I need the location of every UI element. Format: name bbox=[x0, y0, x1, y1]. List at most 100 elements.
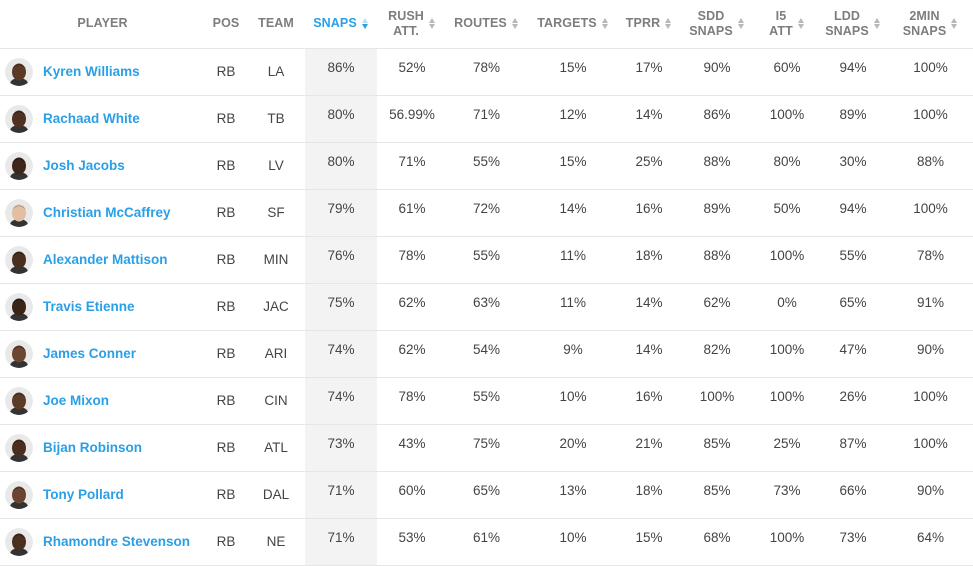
ldd-snaps-cell: 89% bbox=[839, 106, 867, 122]
team-cell: JAC bbox=[263, 299, 289, 314]
player-name-link[interactable]: Kyren Williams bbox=[43, 64, 140, 79]
column-header-pos[interactable]: POS bbox=[205, 0, 247, 48]
sort-icon[interactable] bbox=[950, 18, 958, 30]
column-header-i5-att[interactable]: I5 ATT bbox=[756, 0, 818, 48]
sort-descending-icon[interactable] bbox=[361, 18, 369, 30]
sdd-snaps-cell: 85% bbox=[703, 482, 731, 498]
sort-icon[interactable] bbox=[601, 18, 609, 30]
sort-icon[interactable] bbox=[737, 18, 745, 30]
targets-cell: 10% bbox=[559, 529, 587, 545]
team-cell: CIN bbox=[264, 393, 288, 408]
column-header-targets[interactable]: TARGETS bbox=[526, 0, 620, 48]
column-header-rush-att[interactable]: RUSH ATT. bbox=[377, 0, 447, 48]
rush-att-cell: 62% bbox=[398, 341, 426, 357]
sdd-snaps-cell: 88% bbox=[703, 153, 731, 169]
team-cell: SF bbox=[267, 205, 285, 220]
rush-att-cell: 53% bbox=[398, 529, 426, 545]
player-cell: Christian McCaffrey bbox=[0, 189, 205, 236]
sort-icon[interactable] bbox=[428, 18, 436, 30]
ldd-snaps-cell: 94% bbox=[839, 59, 867, 75]
ldd-snaps-cell: 47% bbox=[839, 341, 867, 357]
sort-icon[interactable] bbox=[664, 18, 672, 30]
ldd-snaps-cell: 65% bbox=[839, 294, 867, 310]
column-header-2min-snaps[interactable]: 2MIN SNAPS bbox=[888, 0, 973, 48]
pos-cell: RB bbox=[216, 64, 236, 79]
column-header-label: TARGETS bbox=[537, 16, 597, 31]
pos-cell: RB bbox=[216, 534, 236, 549]
routes-cell: 55% bbox=[472, 388, 501, 404]
column-header-team[interactable]: TEAM bbox=[247, 0, 305, 48]
column-header-label: POS bbox=[212, 16, 240, 31]
player-headshot-icon bbox=[5, 433, 33, 462]
i5-att-cell: 50% bbox=[773, 200, 801, 216]
column-header-label: TPRR bbox=[625, 16, 661, 31]
routes-cell: 55% bbox=[472, 247, 501, 263]
snaps-cell: 75% bbox=[305, 283, 377, 330]
player-name-link[interactable]: Bijan Robinson bbox=[43, 440, 142, 455]
header-row: PLAYER POS TEAM SNAPS RUSH ATT. ROUTES bbox=[0, 0, 973, 48]
2min-snaps-cell: 90% bbox=[916, 341, 945, 357]
targets-cell: 9% bbox=[563, 341, 583, 357]
player-cell: Kyren Williams bbox=[0, 48, 205, 95]
column-header-snaps[interactable]: SNAPS bbox=[305, 0, 377, 48]
tprr-cell: 21% bbox=[635, 435, 663, 451]
table-row: Christian McCaffrey RB SF 79% 61% 72% 14… bbox=[0, 189, 973, 236]
column-header-routes[interactable]: ROUTES bbox=[447, 0, 526, 48]
player-avatar bbox=[5, 433, 33, 462]
routes-cell: 72% bbox=[472, 200, 501, 216]
column-header-tprr[interactable]: TPRR bbox=[620, 0, 678, 48]
column-header-player[interactable]: PLAYER bbox=[0, 0, 205, 48]
sort-icon[interactable] bbox=[511, 18, 519, 30]
snaps-cell: 76% bbox=[305, 236, 377, 283]
snaps-cell: 74% bbox=[305, 377, 377, 424]
team-cell: TB bbox=[267, 111, 285, 126]
player-name-link[interactable]: Christian McCaffrey bbox=[43, 205, 171, 220]
targets-cell: 11% bbox=[559, 247, 587, 263]
rush-att-cell: 78% bbox=[398, 388, 426, 404]
player-cell: Josh Jacobs bbox=[0, 142, 205, 189]
2min-snaps-cell: 91% bbox=[916, 294, 945, 310]
targets-cell: 12% bbox=[559, 106, 587, 122]
team-cell: ARI bbox=[264, 346, 288, 361]
ldd-snaps-cell: 66% bbox=[839, 482, 867, 498]
2min-snaps-cell: 100% bbox=[913, 106, 948, 122]
tprr-cell: 25% bbox=[635, 153, 663, 169]
player-cell: Bijan Robinson bbox=[0, 424, 205, 471]
player-name-link[interactable]: Tony Pollard bbox=[43, 487, 124, 502]
team-cell: ATL bbox=[264, 440, 288, 455]
sort-icon[interactable] bbox=[797, 18, 805, 30]
column-header-sdd-snaps[interactable]: SDD SNAPS bbox=[678, 0, 756, 48]
rush-att-cell: 56.99% bbox=[389, 106, 435, 122]
column-header-ldd-snaps[interactable]: LDD SNAPS bbox=[818, 0, 888, 48]
player-name-link[interactable]: Rhamondre Stevenson bbox=[43, 534, 191, 549]
player-headshot-icon bbox=[5, 339, 33, 368]
i5-att-cell: 100% bbox=[769, 341, 805, 357]
column-header-label: PLAYER bbox=[77, 16, 128, 31]
player-name-link[interactable]: James Conner bbox=[43, 346, 137, 361]
tprr-cell: 18% bbox=[635, 247, 663, 263]
team-cell: MIN bbox=[263, 252, 289, 267]
targets-cell: 15% bbox=[559, 59, 587, 75]
player-name-link[interactable]: Rachaad White bbox=[43, 111, 140, 126]
player-headshot-icon bbox=[5, 57, 33, 86]
snaps-cell: 71% bbox=[305, 518, 377, 565]
player-avatar bbox=[5, 480, 33, 509]
player-name-link[interactable]: Travis Etienne bbox=[43, 299, 135, 314]
snaps-cell: 73% bbox=[305, 424, 377, 471]
player-avatar bbox=[5, 339, 33, 368]
player-avatar bbox=[5, 198, 33, 227]
player-name-link[interactable]: Joe Mixon bbox=[43, 393, 110, 408]
player-cell: Alexander Mattison bbox=[0, 236, 205, 283]
pos-cell: RB bbox=[216, 440, 236, 455]
sdd-snaps-cell: 68% bbox=[703, 529, 731, 545]
player-headshot-icon bbox=[5, 104, 33, 133]
rush-att-cell: 61% bbox=[398, 200, 426, 216]
snaps-cell: 86% bbox=[305, 48, 377, 95]
pos-cell: RB bbox=[216, 346, 236, 361]
table-header: PLAYER POS TEAM SNAPS RUSH ATT. ROUTES bbox=[0, 0, 973, 48]
column-header-label: 2MIN SNAPS bbox=[902, 8, 947, 38]
sort-icon[interactable] bbox=[873, 18, 881, 30]
player-name-link[interactable]: Josh Jacobs bbox=[43, 158, 125, 173]
player-name-link[interactable]: Alexander Mattison bbox=[43, 252, 168, 267]
